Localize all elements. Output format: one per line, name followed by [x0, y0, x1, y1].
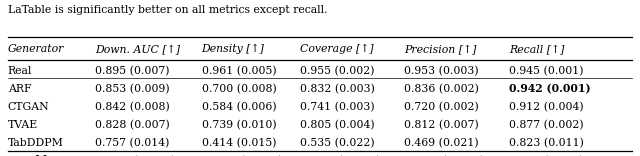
Text: LaTable is significantly better on all metrics except recall.: LaTable is significantly better on all m…: [8, 5, 327, 15]
Text: 0.828 (0.007): 0.828 (0.007): [95, 120, 170, 130]
Text: 0.955 (0.002): 0.955 (0.002): [300, 66, 374, 76]
Text: Coverage [↑]: Coverage [↑]: [300, 44, 373, 54]
Text: ARF: ARF: [8, 84, 31, 94]
Text: 0.812 (0.007): 0.812 (0.007): [404, 120, 479, 130]
Text: 0.832 (0.003): 0.832 (0.003): [300, 84, 374, 94]
Text: Down. AUC [↑]: Down. AUC [↑]: [95, 44, 180, 54]
Text: 0.853 (0.009): 0.853 (0.009): [95, 84, 170, 94]
Text: 0.741 (0.003): 0.741 (0.003): [300, 102, 374, 112]
Text: 0.836 (0.002): 0.836 (0.002): [404, 84, 479, 94]
Text: CTGAN: CTGAN: [8, 102, 49, 112]
Text: 0.877 (0.002): 0.877 (0.002): [509, 120, 584, 130]
Text: LaTable: LaTable: [8, 155, 55, 156]
Text: 0.805 (0.004): 0.805 (0.004): [300, 120, 374, 130]
Text: Density [↑]: Density [↑]: [202, 44, 264, 54]
Text: 0.961 (0.005): 0.961 (0.005): [202, 66, 276, 76]
Text: 0.584 (0.006): 0.584 (0.006): [202, 102, 276, 112]
Text: TVAE: TVAE: [8, 120, 38, 130]
Text: 0.866 (0.004): 0.866 (0.004): [404, 155, 486, 156]
Text: 0.942 (0.001): 0.942 (0.001): [509, 83, 591, 94]
Text: 0.823 (0.011): 0.823 (0.011): [509, 138, 584, 148]
Text: Generator: Generator: [8, 44, 64, 54]
Text: 0.535 (0.022): 0.535 (0.022): [300, 138, 374, 148]
Text: Real: Real: [8, 66, 32, 76]
Text: 0.757 (0.014): 0.757 (0.014): [95, 138, 169, 148]
Text: 0.720 (0.002): 0.720 (0.002): [404, 102, 479, 112]
Text: 0.900 (0.001): 0.900 (0.001): [300, 155, 381, 156]
Text: 0.912 (0.004): 0.912 (0.004): [509, 102, 584, 112]
Text: 0.739 (0.010): 0.739 (0.010): [202, 120, 276, 130]
Text: 0.700 (0.008): 0.700 (0.008): [202, 84, 276, 94]
Text: 0.414 (0.015): 0.414 (0.015): [202, 138, 276, 148]
Text: 0.953 (0.003): 0.953 (0.003): [404, 66, 479, 76]
Text: 0.945 (0.001): 0.945 (0.001): [509, 66, 584, 76]
Text: TabDDPM: TabDDPM: [8, 138, 63, 148]
Text: Recall [↑]: Recall [↑]: [509, 44, 565, 54]
Text: 0.865 (0.009): 0.865 (0.009): [202, 155, 284, 156]
Text: 0.469 (0.021): 0.469 (0.021): [404, 138, 479, 148]
Text: 0.874 (0.006): 0.874 (0.006): [95, 155, 177, 156]
Text: 0.895 (0.007): 0.895 (0.007): [95, 66, 169, 76]
Text: Precision [↑]: Precision [↑]: [404, 44, 477, 54]
Text: 0.842 (0.008): 0.842 (0.008): [95, 102, 170, 112]
